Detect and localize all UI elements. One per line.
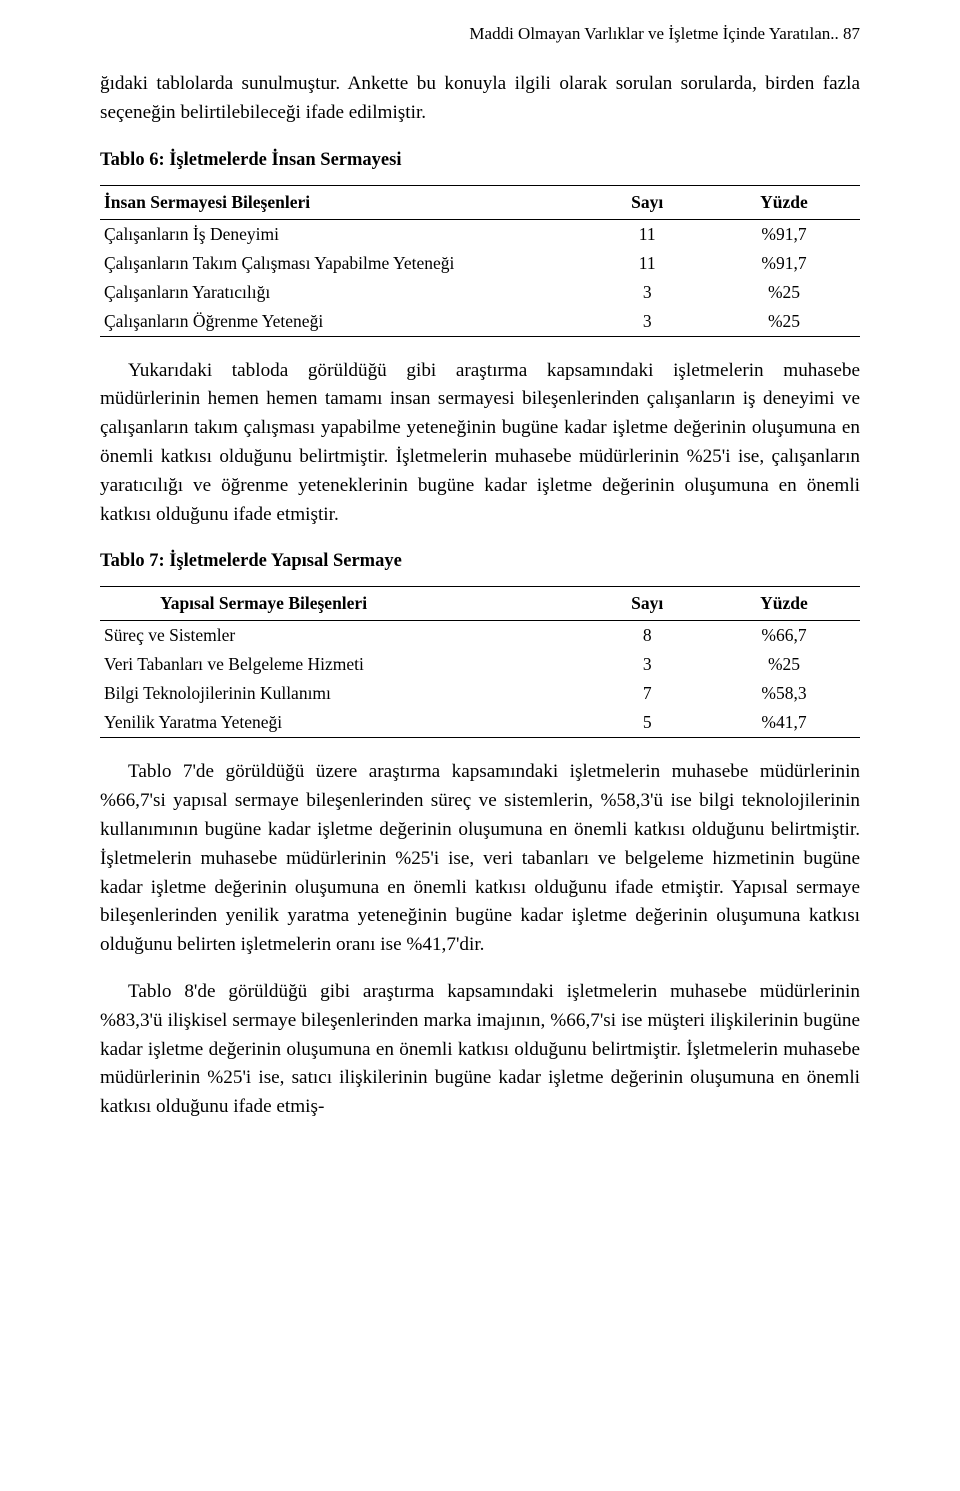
- table-row: Çalışanların Yaratıcılığı 3 %25: [100, 278, 860, 307]
- table-row: Yenilik Yaratma Yeteneği 5 %41,7: [100, 708, 860, 738]
- table-row: Çalışanların İş Deneyimi 11 %91,7: [100, 219, 860, 249]
- cell-yuzde: %58,3: [708, 679, 860, 708]
- cell-yuzde: %25: [708, 307, 860, 337]
- table7-h0: Yapısal Sermaye Bileşenleri: [100, 587, 586, 621]
- table6-header-row: İnsan Sermayesi Bileşenleri Sayı Yüzde: [100, 185, 860, 219]
- cell-label: Bilgi Teknolojilerinin Kullanımı: [100, 679, 586, 708]
- cell-label: Çalışanların Yaratıcılığı: [100, 278, 586, 307]
- cell-yuzde: %91,7: [708, 219, 860, 249]
- para-after-table7: Tablo 7'de görüldüğü üzere araştırma kap…: [100, 758, 860, 960]
- cell-sayi: 7: [586, 679, 708, 708]
- running-head: Maddi Olmayan Varlıklar ve İşletme İçind…: [100, 24, 860, 44]
- table6-h2: Yüzde: [708, 185, 860, 219]
- cell-sayi: 11: [586, 219, 708, 249]
- cell-yuzde: %66,7: [708, 621, 860, 651]
- cell-sayi: 8: [586, 621, 708, 651]
- table6-h0: İnsan Sermayesi Bileşenleri: [100, 185, 586, 219]
- table-row: Süreç ve Sistemler 8 %66,7: [100, 621, 860, 651]
- table7-header-row: Yapısal Sermaye Bileşenleri Sayı Yüzde: [100, 587, 860, 621]
- cell-yuzde: %25: [708, 650, 860, 679]
- cell-label: Çalışanların Takım Çalışması Yapabilme Y…: [100, 249, 586, 278]
- cell-yuzde: %91,7: [708, 249, 860, 278]
- para-intro: ğıdaki tablolarda sunulmuştur. Ankette b…: [100, 70, 860, 128]
- table6-title: Tablo 6: İşletmelerde İnsan Sermayesi: [100, 150, 860, 171]
- cell-yuzde: %25: [708, 278, 860, 307]
- table7: Yapısal Sermaye Bileşenleri Sayı Yüzde S…: [100, 586, 860, 738]
- table-row: Veri Tabanları ve Belgeleme Hizmeti 3 %2…: [100, 650, 860, 679]
- cell-label: Çalışanların İş Deneyimi: [100, 219, 586, 249]
- para-table8-lead: Tablo 8'de görüldüğü gibi araştırma kaps…: [100, 978, 860, 1122]
- table6: İnsan Sermayesi Bileşenleri Sayı Yüzde Ç…: [100, 185, 860, 337]
- table-row: Çalışanların Takım Çalışması Yapabilme Y…: [100, 249, 860, 278]
- cell-sayi: 3: [586, 307, 708, 337]
- table7-title: Tablo 7: İşletmelerde Yapısal Sermaye: [100, 551, 860, 572]
- table7-h1: Sayı: [586, 587, 708, 621]
- cell-label: Yenilik Yaratma Yeteneği: [100, 708, 586, 738]
- cell-label: Süreç ve Sistemler: [100, 621, 586, 651]
- table7-h2: Yüzde: [708, 587, 860, 621]
- cell-label: Çalışanların Öğrenme Yeteneği: [100, 307, 586, 337]
- cell-sayi: 3: [586, 650, 708, 679]
- cell-sayi: 3: [586, 278, 708, 307]
- cell-yuzde: %41,7: [708, 708, 860, 738]
- table6-h1: Sayı: [586, 185, 708, 219]
- cell-label: Veri Tabanları ve Belgeleme Hizmeti: [100, 650, 586, 679]
- cell-sayi: 5: [586, 708, 708, 738]
- cell-sayi: 11: [586, 249, 708, 278]
- table-row: Bilgi Teknolojilerinin Kullanımı 7 %58,3: [100, 679, 860, 708]
- para-after-table6: Yukarıdaki tabloda görüldüğü gibi araştı…: [100, 357, 860, 530]
- table-row: Çalışanların Öğrenme Yeteneği 3 %25: [100, 307, 860, 337]
